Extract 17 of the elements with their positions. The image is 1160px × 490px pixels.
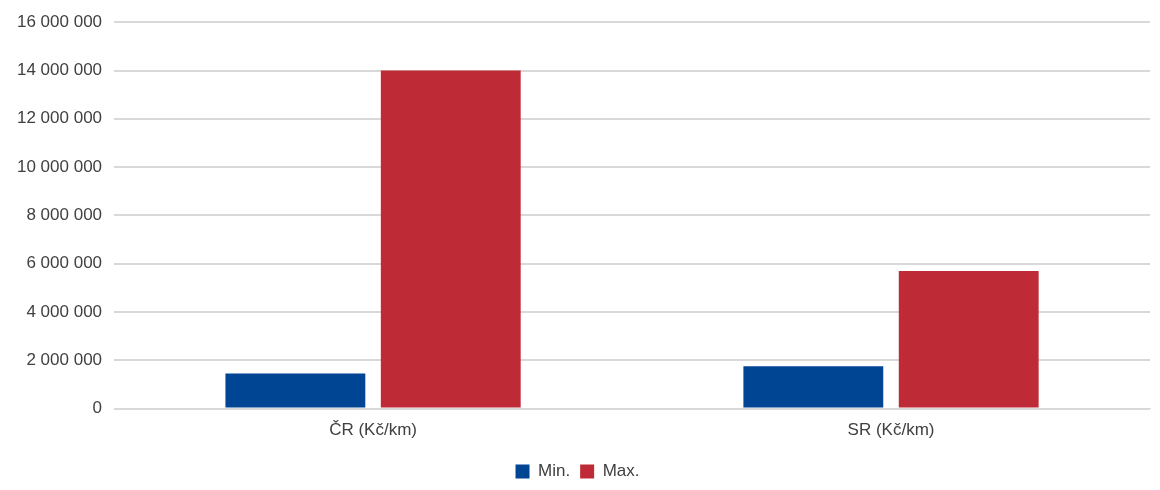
y-tick-label: 0 <box>92 398 103 418</box>
y-tick-label: 12 000 000 <box>16 108 103 128</box>
bar <box>380 70 521 408</box>
y-tick-label: 10 000 000 <box>16 156 103 176</box>
bar <box>743 366 884 408</box>
y-tick-label: 8 000 000 <box>26 205 103 225</box>
y-tick-label: 6 000 000 <box>26 253 103 273</box>
legend-label: Max. <box>602 461 640 481</box>
y-tick-label: 4 000 000 <box>26 301 103 321</box>
legend-label: Min. <box>538 461 571 481</box>
x-tick-label: SR (Kč/km) <box>847 420 935 440</box>
y-tick-label: 2 000 000 <box>26 349 103 369</box>
y-tick-label: 14 000 000 <box>16 60 103 80</box>
bar <box>225 373 366 408</box>
x-tick-label: ČR (Kč/km) <box>329 420 417 440</box>
y-tick-label: 16 000 000 <box>16 11 103 31</box>
bar <box>898 270 1039 408</box>
